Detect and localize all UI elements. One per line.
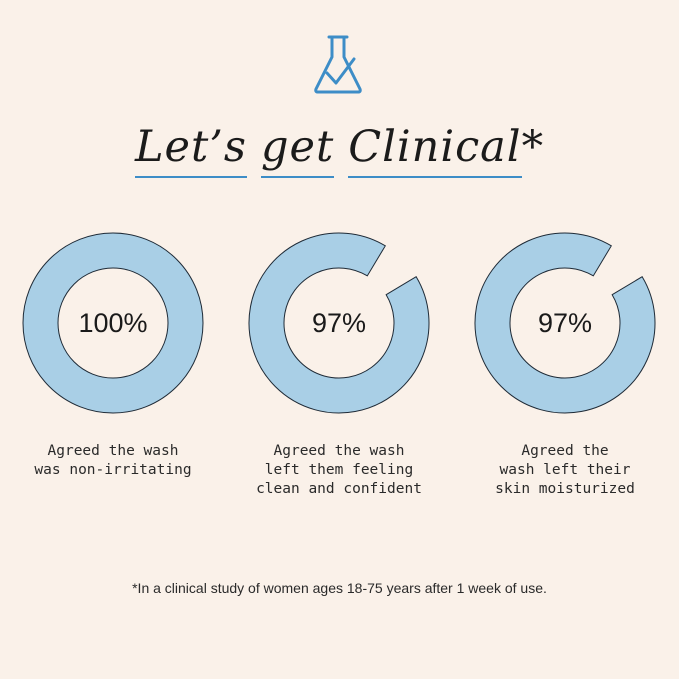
- ring-arc-2: [248, 232, 430, 414]
- donut-chart-1: [22, 232, 204, 414]
- ring-arc-3: [474, 232, 656, 414]
- title-word-get: get: [260, 122, 335, 178]
- donut-chart-2: [248, 232, 430, 414]
- stat-value-2: 97%: [311, 307, 367, 338]
- stat-value-1: 100%: [78, 307, 148, 338]
- stat-value-3: 97%: [537, 307, 593, 338]
- title-word-clinical: Clinical: [348, 122, 522, 178]
- stat-caption-1: Agreed the wash was non-irritating: [34, 443, 192, 478]
- title-asterisk: *: [521, 122, 545, 172]
- stat-caption-2: Agreed the wash left them feeling clean …: [256, 443, 422, 497]
- ring-arc-1: [22, 232, 204, 414]
- stat-ring-2: 97%: [248, 232, 430, 414]
- page-title: Let’s get Clinical*: [0, 122, 679, 178]
- footnote: *In a clinical study of women ages 18-75…: [132, 580, 547, 596]
- donut-chart-3: [474, 232, 656, 414]
- stat-ring-3: 97%: [474, 232, 656, 414]
- stat-caption-3: Agreed the wash left their skin moisturi…: [495, 443, 635, 497]
- title-word-lets: Let’s: [134, 122, 247, 178]
- stat-ring-1: 100%: [22, 232, 204, 414]
- flask-check-icon: [314, 35, 362, 94]
